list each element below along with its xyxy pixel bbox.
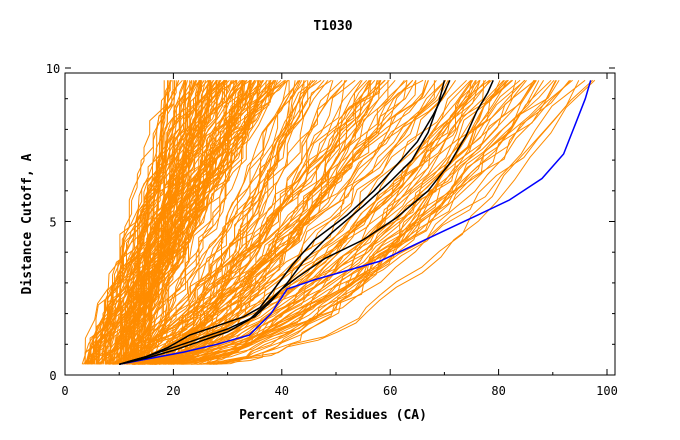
highlight-curve-3 — [119, 79, 494, 366]
model-curve — [98, 80, 218, 365]
model-curve — [122, 80, 259, 365]
chart-title: T1030 — [313, 19, 352, 34]
model-curve — [172, 80, 540, 365]
highlight-curve-2 — [118, 80, 446, 366]
model-curve — [121, 79, 414, 365]
model-curve — [124, 80, 429, 365]
model-curve — [114, 79, 386, 365]
model-curve — [107, 79, 244, 365]
model-curve — [140, 79, 275, 365]
model-curve — [94, 80, 201, 365]
model-curve — [114, 79, 201, 365]
highlight-curve-1 — [118, 79, 451, 366]
model-curve — [153, 80, 371, 365]
model-curve — [143, 80, 270, 365]
model-curve — [168, 79, 492, 365]
model-curve — [171, 80, 290, 365]
model-curve — [120, 80, 232, 365]
model-curve — [176, 79, 594, 365]
y-tick-label: 5 — [49, 216, 56, 230]
model-curve — [87, 79, 183, 365]
model-curve — [150, 80, 474, 365]
y-tick-label: 0 — [49, 369, 56, 383]
model-curve — [119, 80, 382, 365]
model-curve — [148, 79, 282, 365]
model-curve — [149, 80, 477, 365]
reference-curve — [119, 80, 592, 366]
model-curve — [105, 80, 251, 365]
model-curve — [132, 79, 570, 365]
model-curve — [90, 80, 214, 365]
model-curve — [112, 80, 248, 365]
x-tick-label: 80 — [491, 384, 505, 398]
model-curve — [161, 79, 348, 365]
model-curve — [130, 79, 244, 365]
model-curve — [112, 80, 370, 365]
model-curve — [127, 80, 259, 365]
model-curve — [148, 80, 244, 365]
model-curve — [111, 79, 301, 365]
x-tick-label: 40 — [275, 384, 289, 398]
x-axis-label: Percent of Residues (CA) — [239, 408, 427, 423]
model-curve — [209, 79, 504, 365]
highlighted-curves — [118, 79, 592, 366]
model-curve — [191, 79, 505, 365]
model-curve — [92, 80, 205, 365]
model-curve — [158, 79, 368, 365]
model-curve — [115, 79, 325, 365]
x-tick-label: 0 — [61, 384, 68, 398]
x-tick-label: 60 — [383, 384, 397, 398]
model-curve — [141, 79, 507, 365]
model-curve — [142, 80, 537, 365]
model-curve — [132, 80, 211, 365]
y-axis-label: Distance Cutoff, A — [20, 153, 35, 294]
model-curve — [169, 79, 329, 365]
model-curve — [142, 80, 449, 365]
model-curve — [162, 79, 322, 365]
model-curve — [105, 80, 202, 365]
model-curve — [124, 80, 212, 365]
plot-frame — [64, 72, 616, 376]
model-curve — [207, 79, 572, 365]
model-curve — [137, 80, 537, 365]
model-curve — [159, 80, 535, 365]
model-curve — [128, 80, 203, 365]
model-curve — [173, 79, 490, 365]
model-curve — [197, 79, 555, 365]
model-curve — [110, 80, 437, 365]
model-curve — [84, 80, 172, 365]
model-curve — [108, 80, 252, 365]
axis-ticks: 0 20 40 60 80 100 0 5 10 — [46, 62, 618, 398]
model-curve — [102, 80, 238, 365]
x-tick-label: 20 — [166, 384, 180, 398]
x-tick-label: 100 — [596, 384, 618, 398]
model-curve — [153, 79, 536, 365]
y-tick-label: 10 — [46, 62, 60, 76]
model-curve — [196, 80, 580, 365]
model-curve — [163, 79, 316, 365]
model-curve — [173, 79, 424, 365]
model-curves — [81, 79, 596, 365]
